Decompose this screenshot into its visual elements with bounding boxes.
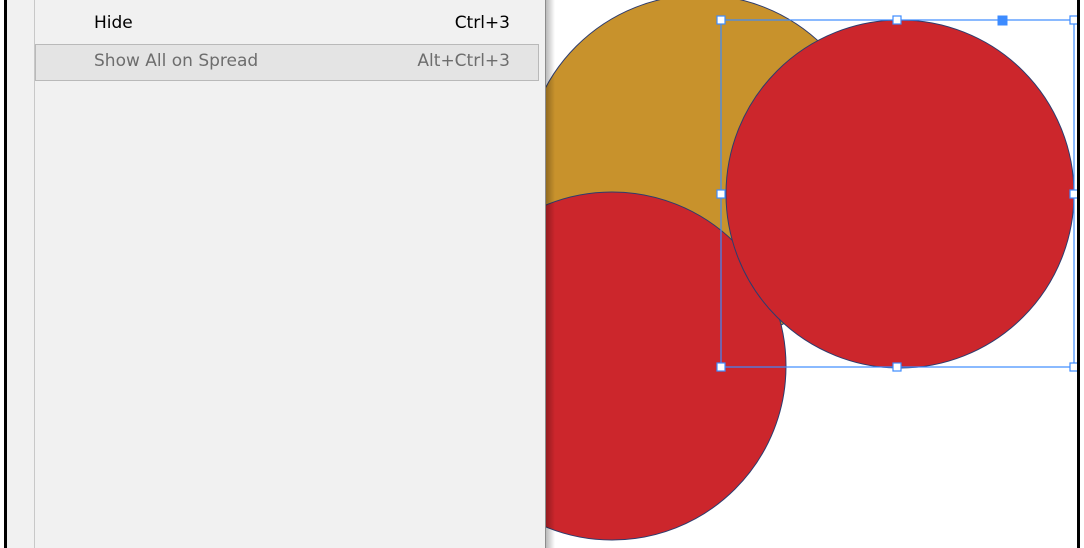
- menu-item-show-all-on-spread[interactable]: Show All on Spread Alt+Ctrl+3: [35, 44, 539, 81]
- menu-shadow: [545, 0, 555, 548]
- selection-handle-top-center[interactable]: [892, 15, 902, 25]
- selection-handle-bottom-center[interactable]: [892, 362, 902, 372]
- content-grabber-handle[interactable]: [997, 15, 1008, 26]
- menu-item-shortcut: Ctrl+3: [454, 13, 510, 33]
- screenshot-frame-left: [4, 0, 7, 548]
- menu-icon-gutter: [34, 0, 35, 548]
- screenshot-frame-right: [1077, 0, 1080, 548]
- context-menu: Hide Ctrl+3 Show All on Spread Alt+Ctrl+…: [7, 0, 546, 548]
- menu-item-shortcut: Alt+Ctrl+3: [417, 51, 510, 71]
- selection-handle-bottom-left[interactable]: [716, 362, 726, 372]
- selection-handle-top-left[interactable]: [716, 15, 726, 25]
- menu-item-hide[interactable]: Hide Ctrl+3: [35, 6, 539, 43]
- menu-item-label: Hide: [94, 13, 133, 33]
- red-circle-selected[interactable]: [725, 19, 1075, 369]
- selection-bounding-box[interactable]: [716, 15, 1079, 372]
- menu-item-label: Show All on Spread: [94, 51, 259, 71]
- selection-handle-middle-left[interactable]: [716, 189, 726, 199]
